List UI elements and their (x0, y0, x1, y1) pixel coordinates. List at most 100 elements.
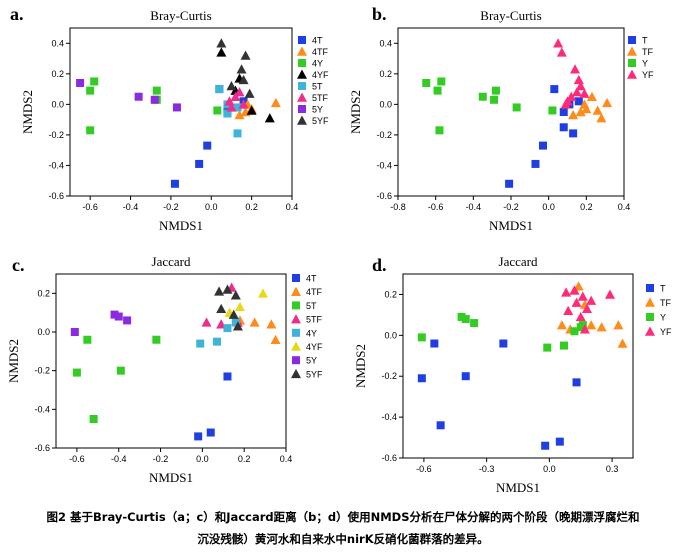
x-tick-label: 0.2 (580, 202, 593, 212)
data-point-4TF (249, 317, 260, 327)
plot-frame (55, 273, 287, 449)
data-point-5TF (234, 87, 245, 97)
data-point-4Y (213, 106, 222, 115)
legend-label-4Y: 4Y (312, 59, 323, 69)
data-point-TF (556, 320, 567, 330)
data-point-4T (203, 141, 212, 150)
chart-panel-4: d. Jaccard -0.6 -0.3 0.0 0.3 -0.6 -0.4 -0.2 0.0 0.… (353, 254, 672, 495)
x-tick-label: 0.0 (542, 202, 555, 212)
data-point-TF (596, 322, 607, 332)
x-tick-label: -0.2 (153, 454, 169, 464)
x-tick-label: 0.0 (205, 202, 218, 212)
data-point-5YF (222, 284, 233, 294)
x-tick-label: -0.4 (123, 202, 139, 212)
data-point-T (531, 159, 540, 168)
legend-marker-5Y (292, 356, 300, 365)
data-point-Y (437, 77, 446, 86)
y-tick-label: -0.2 (48, 130, 64, 140)
data-point-4Y (231, 318, 240, 327)
data-point-YF (586, 295, 597, 305)
legend-marker-4YF (297, 69, 307, 79)
x-tick-label: -0.6 (416, 464, 432, 474)
data-point-YF (605, 289, 615, 299)
data-point-4T (194, 432, 203, 441)
data-point-T (417, 374, 426, 383)
data-point-TF (586, 91, 597, 101)
data-point-4Y (86, 86, 95, 95)
data-point-4YF (246, 105, 257, 115)
legend-label-TF: TF (660, 298, 671, 308)
data-point-T (505, 179, 514, 188)
data-point-TF (613, 320, 624, 330)
data-point-5TF (226, 102, 237, 112)
y-tick-label: -0.6 (381, 453, 397, 463)
data-point-5Y (123, 316, 132, 325)
data-point-4YF (216, 47, 227, 57)
x-tick-label: 0.4 (618, 202, 631, 212)
data-point-YF (577, 291, 588, 301)
data-point-Y (417, 333, 426, 342)
data-point-5T (223, 109, 232, 118)
data-point-T (572, 378, 581, 387)
legend-label-4TF: 4TF (312, 47, 329, 57)
y-tick-label: -0.4 (48, 160, 64, 170)
x-tick-label: -0.2 (503, 202, 519, 212)
data-point-5YF (214, 286, 225, 296)
data-point-T (539, 141, 548, 150)
data-point-Y (491, 86, 500, 95)
chart-title: Bray-Curtis (150, 8, 211, 23)
data-point-TF (573, 281, 584, 291)
y-axis-label: NMDS2 (20, 90, 35, 134)
legend-label-4T: 4T (312, 36, 323, 46)
data-point-T (574, 97, 583, 106)
y-tick-label: -0.2 (376, 130, 392, 140)
data-point-YF (575, 311, 586, 322)
legend-label-Y: Y (642, 59, 648, 69)
data-point-5T (89, 415, 98, 423)
data-point-5TF (224, 96, 235, 106)
x-tick-label: -0.6 (69, 454, 85, 464)
x-tick-label: 0.2 (245, 202, 258, 212)
panel-label: b. (372, 4, 387, 24)
chart-title: Bray-Curtis (480, 8, 541, 23)
y-tick-label: 0.4 (51, 38, 64, 48)
data-point-T (550, 85, 559, 94)
x-tick-label: 0.2 (238, 454, 251, 464)
data-point-YF (579, 88, 590, 98)
data-point-5Y (150, 95, 159, 104)
panel-label: a. (10, 4, 24, 24)
data-point-Y (560, 341, 568, 350)
legend-marker-5Y (298, 105, 306, 113)
data-point-5T (116, 366, 125, 375)
legend-marker-T (628, 36, 636, 44)
legend-label-YF: YF (660, 327, 672, 337)
data-point-4T (206, 428, 215, 437)
data-point-Y (512, 103, 521, 112)
data-point-TF (579, 99, 590, 109)
data-point-TF (602, 97, 613, 108)
panel-label: d. (372, 255, 387, 275)
data-point-5YF (230, 290, 241, 300)
y-axis-label: NMDS2 (353, 344, 368, 388)
data-point-TF (596, 113, 607, 123)
x-tick-label: 0.4 (280, 454, 293, 464)
data-point-Y (548, 106, 557, 115)
data-point-5Y (110, 310, 119, 319)
legend-label-5YF: 5YF (312, 116, 329, 126)
data-point-5T (152, 335, 161, 344)
y-tick-label: 0.0 (384, 330, 397, 340)
data-point-TF (568, 110, 579, 120)
data-point-TF (617, 338, 628, 348)
data-point-T (461, 372, 470, 381)
data-point-Y (422, 78, 431, 87)
chart-panel-1: a. Bray-Curtis -0.6 -0.4 -0.2 0.0 0.2 0.4 -0.6 -0… (10, 4, 329, 233)
data-point-5YF (232, 321, 243, 331)
legend-marker-5TF (297, 92, 307, 102)
legend-label-4T: 4T (306, 274, 317, 284)
legend-label-4TF: 4TF (306, 287, 323, 297)
legend-marker-4Y (298, 59, 306, 67)
data-point-4Y (223, 324, 232, 333)
data-point-T (430, 339, 439, 348)
data-point-T (559, 123, 568, 132)
y-tick-label: -0.4 (376, 160, 392, 170)
